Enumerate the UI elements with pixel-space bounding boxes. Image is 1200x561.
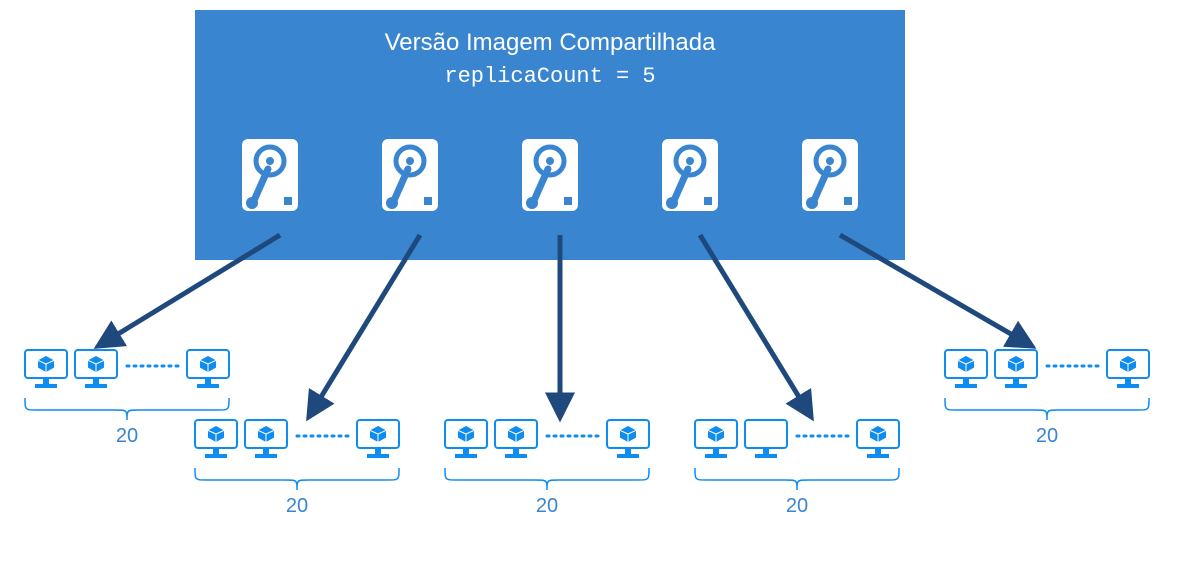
group-count: 20	[116, 425, 138, 447]
vm-icon	[187, 350, 229, 388]
curly-brace	[695, 468, 899, 490]
vm-icon	[195, 420, 237, 458]
disk-icon	[802, 139, 858, 211]
vm-icon	[857, 420, 899, 458]
vm-icon	[695, 420, 737, 458]
vm-icon	[945, 350, 987, 388]
vm-icon	[245, 420, 287, 458]
vm-icon	[607, 420, 649, 458]
disk-icon	[242, 139, 298, 211]
group-count: 20	[286, 495, 308, 517]
disk-icon	[662, 139, 718, 211]
vm-icon	[1107, 350, 1149, 388]
vm-icon	[75, 350, 117, 388]
vm-icon	[25, 350, 67, 388]
curly-brace	[195, 468, 399, 490]
group-count: 20	[536, 495, 558, 517]
arrow	[700, 235, 810, 415]
box-subtitle: replicaCount = 5	[444, 64, 655, 89]
vm-icon	[495, 420, 537, 458]
disk-icon	[382, 139, 438, 211]
curly-brace	[25, 398, 229, 420]
vm-icon	[445, 420, 487, 458]
curly-brace	[945, 398, 1149, 420]
group-count: 20	[786, 495, 808, 517]
vm-icon	[745, 420, 787, 458]
arrow	[100, 235, 280, 345]
box-title: Versão Imagem Compartilhada	[385, 29, 716, 56]
arrow	[840, 235, 1030, 345]
curly-brace	[445, 468, 649, 490]
arrow	[310, 235, 420, 415]
disk-icon	[522, 139, 578, 211]
vm-icon	[357, 420, 399, 458]
group-count: 20	[1036, 425, 1058, 447]
vm-icon	[995, 350, 1037, 388]
